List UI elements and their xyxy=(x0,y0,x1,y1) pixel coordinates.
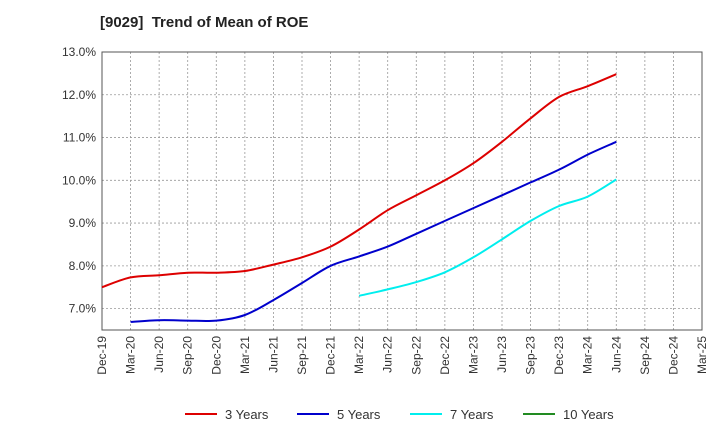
x-tick-label: Sep-23 xyxy=(524,336,538,375)
series-line-5-years xyxy=(130,140,617,323)
y-tick-label: 11.0% xyxy=(63,131,96,145)
legend-label-7-years: 7 Years xyxy=(450,407,494,422)
series-line-7-years xyxy=(358,178,617,297)
x-tick-label: Sep-21 xyxy=(295,336,309,375)
x-tick-label: Mar-24 xyxy=(581,336,595,374)
x-tick-label: Dec-24 xyxy=(666,336,680,375)
x-tick-label: Dec-21 xyxy=(324,336,338,375)
x-tick-label: Dec-20 xyxy=(209,336,223,375)
x-tick-label: Sep-20 xyxy=(181,336,195,375)
legend-label-3-years: 3 Years xyxy=(225,407,269,422)
x-tick-label: Dec-22 xyxy=(438,336,452,375)
y-tick-label: 9.0% xyxy=(69,216,97,230)
x-tick-label: Dec-23 xyxy=(552,336,566,375)
x-tick-label: Sep-24 xyxy=(638,336,652,375)
x-tick-label: Jun-22 xyxy=(381,336,395,373)
series-line-3-years xyxy=(101,73,617,289)
x-tick-label: Mar-22 xyxy=(352,336,366,374)
y-tick-label: 13.0% xyxy=(62,45,96,59)
plot-frame xyxy=(101,51,703,331)
y-tick-label: 7.0% xyxy=(69,302,97,316)
legend-label-10-years: 10 Years xyxy=(563,407,614,422)
y-tick-label: 12.0% xyxy=(62,88,96,102)
x-tick-label: Jun-24 xyxy=(609,336,623,373)
x-tick-label: Dec-19 xyxy=(95,336,109,375)
x-tick-label: Jun-23 xyxy=(495,336,509,373)
chart-title: [9029] Trend of Mean of ROE xyxy=(100,14,309,31)
x-tick-label: Mar-25 xyxy=(695,336,709,374)
legend-label-5-years: 5 Years xyxy=(337,407,381,422)
x-tick-label: Mar-20 xyxy=(124,336,138,374)
y-tick-label: 10.0% xyxy=(62,173,96,187)
x-tick-label: Jun-20 xyxy=(152,336,166,373)
x-tick-label: Mar-21 xyxy=(238,336,252,374)
x-tick-label: Sep-22 xyxy=(409,336,423,375)
x-tick-label: Jun-21 xyxy=(266,336,280,373)
x-tick-label: Mar-23 xyxy=(466,336,480,374)
y-tick-label: 8.0% xyxy=(69,259,97,273)
